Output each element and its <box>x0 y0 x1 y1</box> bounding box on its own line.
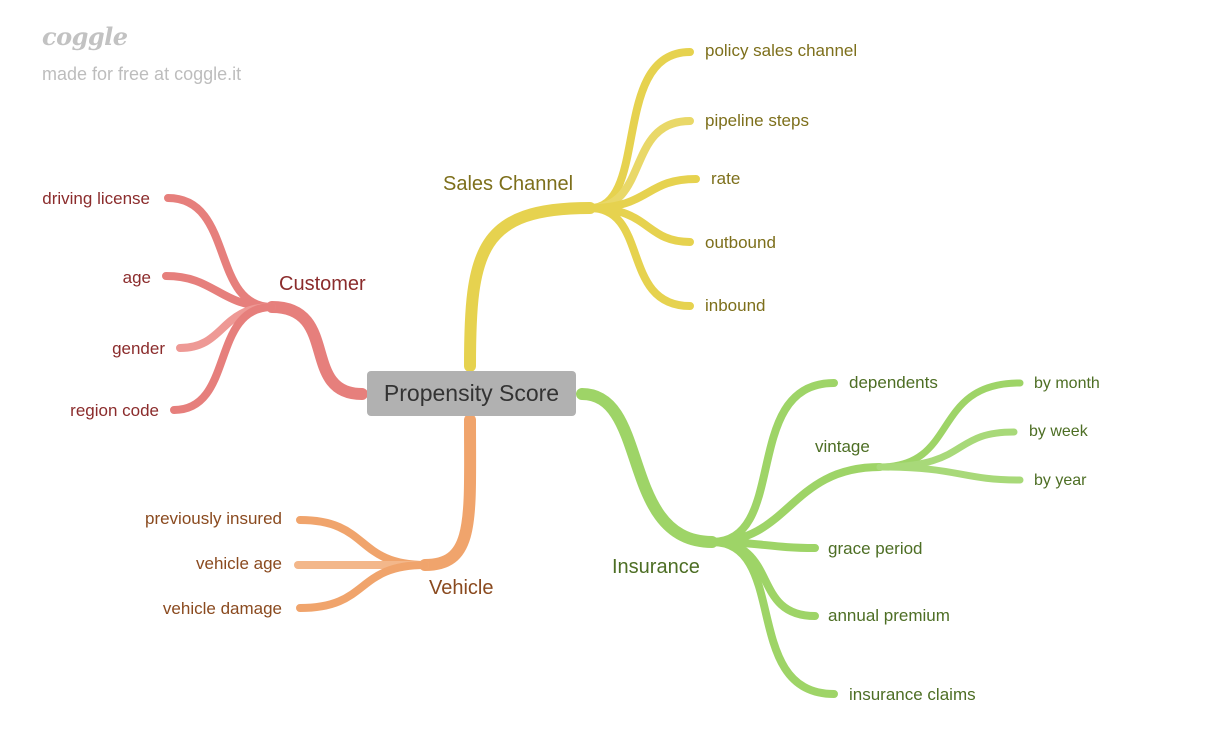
dependents-node[interactable]: dependents <box>849 373 938 392</box>
customer-node[interactable]: Customer <box>279 273 366 295</box>
branch-line-vehicle-damage <box>296 561 429 612</box>
coggle-logo[interactable]: coggle <box>42 22 128 51</box>
root-node-label: Propensity Score <box>383 380 560 406</box>
insurance-branch: Insurance dependents vintage grace perio… <box>612 373 1100 704</box>
customer-branch: Customer driving license age gender regi… <box>42 189 366 420</box>
previously-insured-node[interactable]: previously insured <box>145 509 282 528</box>
root-node[interactable]: Propensity Score <box>367 371 576 416</box>
branch-line-sales-channel <box>464 202 596 372</box>
vintage-node[interactable]: vintage <box>815 437 870 456</box>
insurance-claims-node[interactable]: insurance claims <box>849 685 976 704</box>
branch-line-by-year <box>876 463 1024 484</box>
branch-line-previously-insured <box>296 516 429 569</box>
branch-line-region-code <box>170 303 276 414</box>
coggle-logo-text: coggle <box>42 22 128 51</box>
driving-license-node[interactable]: driving license <box>42 189 150 208</box>
age-node[interactable]: age <box>123 268 151 287</box>
sales-channel-node[interactable]: Sales Channel <box>443 173 573 195</box>
pipeline-steps-node[interactable]: pipeline steps <box>705 111 809 130</box>
vehicle-damage-node[interactable]: vehicle damage <box>163 599 282 618</box>
by-week-node[interactable]: by week <box>1029 423 1089 440</box>
branch-line-age <box>162 272 276 311</box>
by-month-node[interactable]: by month <box>1034 375 1100 392</box>
grace-period-node[interactable]: grace period <box>828 539 923 558</box>
gender-node[interactable]: gender <box>112 339 165 358</box>
vehicle-age-node[interactable]: vehicle age <box>196 554 282 573</box>
branch-line-inbound <box>586 204 694 310</box>
vehicle-node[interactable]: Vehicle <box>429 577 494 599</box>
region-code-node[interactable]: region code <box>70 401 159 420</box>
branch-line-insurance-claims <box>708 538 838 698</box>
branch-line-vintage <box>708 463 884 546</box>
outbound-node[interactable]: outbound <box>705 233 776 252</box>
branch-line-insurance <box>576 388 718 548</box>
branch-line-customer <box>266 301 368 400</box>
sales-branch: Sales Channel policy sales channel pipel… <box>443 41 857 315</box>
branch-line-vehicle <box>419 414 477 571</box>
branch-lines <box>162 48 1024 698</box>
brand-tagline[interactable]: made for free at coggle.it <box>42 64 242 84</box>
inbound-node[interactable]: inbound <box>705 296 766 315</box>
by-year-node[interactable]: by year <box>1034 472 1087 489</box>
policy-sales-channel-node[interactable]: policy sales channel <box>705 41 857 60</box>
vehicle-branch: Vehicle previously insured vehicle age v… <box>145 509 494 618</box>
branch-line-dependents <box>708 379 838 546</box>
insurance-node[interactable]: Insurance <box>612 556 700 578</box>
annual-premium-node[interactable]: annual premium <box>828 606 950 625</box>
rate-node[interactable]: rate <box>711 169 740 188</box>
branch-line-rate <box>586 175 700 212</box>
